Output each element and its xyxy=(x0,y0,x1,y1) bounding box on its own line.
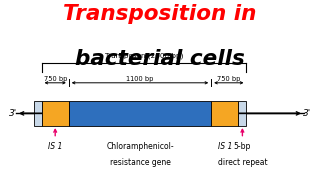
Bar xyxy=(69,101,211,126)
Bar xyxy=(42,101,69,126)
Text: resistance gene: resistance gene xyxy=(109,158,171,167)
Text: 750 bp: 750 bp xyxy=(217,76,241,82)
Text: 5-bp: 5-bp xyxy=(234,142,251,151)
Text: 3': 3' xyxy=(303,109,311,118)
Text: Transposition in: Transposition in xyxy=(63,4,257,24)
Bar xyxy=(211,101,238,126)
Bar xyxy=(34,101,42,126)
Text: Chloramphenicol-: Chloramphenicol- xyxy=(106,142,174,151)
Text: 1100 bp: 1100 bp xyxy=(126,76,154,82)
Text: IS 1: IS 1 xyxy=(218,142,232,151)
Text: direct repeat: direct repeat xyxy=(218,158,267,167)
Text: Transposon (2600 bp): Transposon (2600 bp) xyxy=(105,53,183,59)
Text: bacterial cells: bacterial cells xyxy=(75,49,245,69)
Text: IS 1: IS 1 xyxy=(48,142,62,151)
Bar xyxy=(238,101,246,126)
Text: 750 bp: 750 bp xyxy=(44,76,67,82)
Text: 3': 3' xyxy=(9,109,17,118)
